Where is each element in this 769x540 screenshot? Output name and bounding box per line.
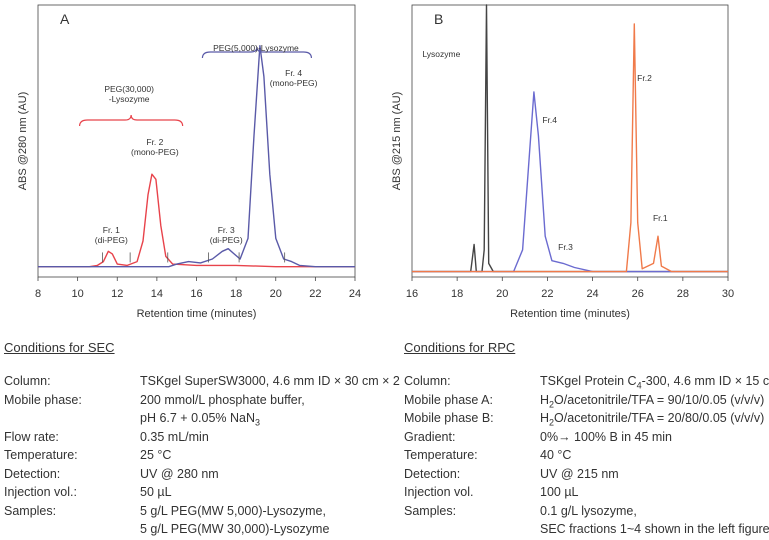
- annotation-label-line: Fr.1: [653, 213, 668, 223]
- rpc-condition-key: Column:: [404, 374, 451, 388]
- panel-b-rpc-chromatogram: B 16 18 20 22 24 26 28 30 Retention time (minutes…: [391, 4, 734, 320]
- rpc-conditions-title: Conditions for RPC: [404, 340, 516, 355]
- rpc-condition-value: H2O/acetonitrile/TFA = 20/80/0.05 (v/v/v…: [540, 411, 765, 428]
- annotation-label-line: PEG(30,000): [104, 84, 154, 94]
- annotation-label-line: Fr. 4: [285, 68, 302, 78]
- annotation-label: Lysozyme: [422, 49, 460, 59]
- annotation-label-line: -Lysozyme: [109, 94, 150, 104]
- rpc-condition-value: UV @ 215 nm: [540, 466, 619, 481]
- sec-condition-value: 200 mmol/L phosphate buffer,: [140, 392, 305, 407]
- plot-frame: [37, 4, 356, 278]
- rpc-condition-key: Gradient:: [404, 429, 456, 444]
- sec-condition-value: 0.35 mL/min: [140, 429, 209, 444]
- x-tick-label: 22: [541, 288, 553, 300]
- annotation-label: Fr. 3(di-PEG): [210, 225, 243, 245]
- x-tick-label: 28: [677, 288, 689, 300]
- rpc-condition-key: Mobile phase B:: [404, 411, 494, 425]
- series-line-3: [412, 23, 728, 273]
- x-tick-label: 20: [270, 288, 282, 300]
- sec-condition-key: Detection:: [4, 466, 61, 481]
- x-tick-label: 16: [190, 288, 202, 300]
- annotation-label-line: Fr. 3: [218, 225, 235, 235]
- panel-label: A: [60, 11, 70, 27]
- series-line-2: [38, 45, 355, 268]
- x-tick-label: 22: [309, 288, 321, 300]
- x-tick-label: 14: [151, 288, 163, 300]
- plot-frame: [411, 4, 729, 278]
- annotation-label-line: (mono-PEG): [270, 78, 318, 88]
- sec-condition-value: UV @ 280 nm: [140, 466, 219, 481]
- x-tick-label: 18: [230, 288, 242, 300]
- x-axis-label: Retention time (minutes): [510, 308, 630, 320]
- annotation-label: PEG(5,000)-Lysozyme: [213, 43, 299, 53]
- rpc-condition-key: Injection vol.: [404, 485, 474, 499]
- rpc-condition-value: 0%→ 100% B in 45 min: [540, 429, 673, 444]
- x-tick-label: 8: [35, 288, 41, 300]
- annotation-label: Fr. 2(mono-PEG): [131, 137, 179, 157]
- chromatogram-figure: A 8 10 12 14 16 18 20 22 24 Retention time (minute…: [17, 4, 734, 320]
- annotation-label-line: PEG(5,000)-Lysozyme: [213, 43, 299, 53]
- x-axis-label: Retention time (minutes): [137, 308, 257, 320]
- annotation-label: Fr.2: [637, 73, 652, 83]
- rpc-condition-value: SEC fractions 1~4 shown in the left figu…: [540, 522, 769, 536]
- x-tick-label: 30: [722, 288, 734, 300]
- sec-condition-value: 25 °C: [140, 448, 172, 462]
- x-tick-label: 12: [111, 288, 123, 300]
- sec-condition-value: 5 g/L PEG(MW 5,000)-Lysozyme,: [140, 503, 326, 518]
- rpc-condition-value: 40 °C: [540, 448, 572, 462]
- annotation-label-line: Fr.4: [542, 115, 557, 125]
- annotation-bracket: [79, 114, 184, 127]
- sec-condition-value: 5 g/L PEG(MW 30,000)-Lysozyme: [140, 522, 330, 536]
- sec-condition-value: pH 6.7 + 0.05% NaN3: [140, 411, 261, 428]
- rpc-condition-value: 0.1 g/L lysozyme,: [540, 503, 637, 518]
- annotation-label-line: (mono-PEG): [131, 147, 179, 157]
- x-tick-label: 18: [451, 288, 463, 300]
- annotation-label: PEG(30,000)-Lysozyme: [104, 84, 154, 104]
- annotation-label-line: (di-PEG): [210, 235, 243, 245]
- x-tick-label: 10: [72, 288, 84, 300]
- rpc-condition-key: Samples:: [404, 503, 457, 518]
- series-line-1: [38, 173, 355, 268]
- annotation-label-line: Fr. 2: [146, 137, 163, 147]
- annotation-label: Fr. 1(di-PEG): [95, 225, 128, 245]
- rpc-condition-key: Mobile phase A:: [404, 392, 493, 407]
- annotation-label: Fr.3: [558, 242, 573, 252]
- x-tick-label: 24: [586, 288, 598, 300]
- y-axis-label: ABS @280 nm (AU): [17, 92, 29, 191]
- annotation-label: Fr.1: [653, 213, 668, 223]
- annotation-bracket: [201, 46, 313, 59]
- annotation-label-line: Fr. 1: [103, 225, 120, 235]
- sec-condition-key: Flow rate:: [4, 429, 59, 444]
- sec-condition-key: Mobile phase:: [4, 392, 82, 407]
- sec-condition-key: Samples:: [4, 503, 57, 518]
- sec-condition-value: 50 µL: [140, 485, 172, 499]
- sec-condition-value: TSKgel SuperSW3000, 4.6 mm ID × 30 cm × …: [140, 374, 400, 388]
- sec-condition-key: Injection vol.:: [4, 485, 77, 499]
- annotation-label-line: Fr.3: [558, 242, 573, 252]
- annotation-label-line: Fr.2: [637, 73, 652, 83]
- rpc-condition-key: Detection:: [404, 466, 461, 481]
- panel-a-sec-chromatogram: A 8 10 12 14 16 18 20 22 24 Retention time (minute…: [17, 4, 361, 320]
- series-line-1: [412, 4, 728, 273]
- rpc-condition-value: TSKgel Protein C4-300, 4.6 mm ID × 15 cm: [540, 374, 769, 391]
- x-tick-label: 26: [632, 288, 644, 300]
- y-axis-label: ABS @215 nm (AU): [391, 92, 403, 191]
- rpc-condition-value: H2O/acetonitrile/TFA = 90/10/0.05 (v/v/v…: [540, 392, 765, 410]
- x-tick-label: 20: [496, 288, 508, 300]
- panel-label: B: [434, 11, 443, 27]
- annotation-label-line: (di-PEG): [95, 235, 128, 245]
- x-tick-label: 24: [349, 288, 361, 300]
- annotation-label: Fr.4: [542, 115, 557, 125]
- sec-condition-key: Column:: [4, 374, 51, 388]
- rpc-condition-value: 100 µL: [540, 485, 579, 499]
- x-tick-label: 16: [406, 288, 418, 300]
- sec-condition-key: Temperature:: [4, 448, 78, 462]
- rpc-condition-key: Temperature:: [404, 448, 478, 462]
- annotation-label-line: Lysozyme: [422, 49, 460, 59]
- sec-conditions-title: Conditions for SEC: [4, 340, 115, 355]
- series-line-2: [412, 91, 728, 273]
- annotation-label: Fr. 4(mono-PEG): [270, 68, 318, 88]
